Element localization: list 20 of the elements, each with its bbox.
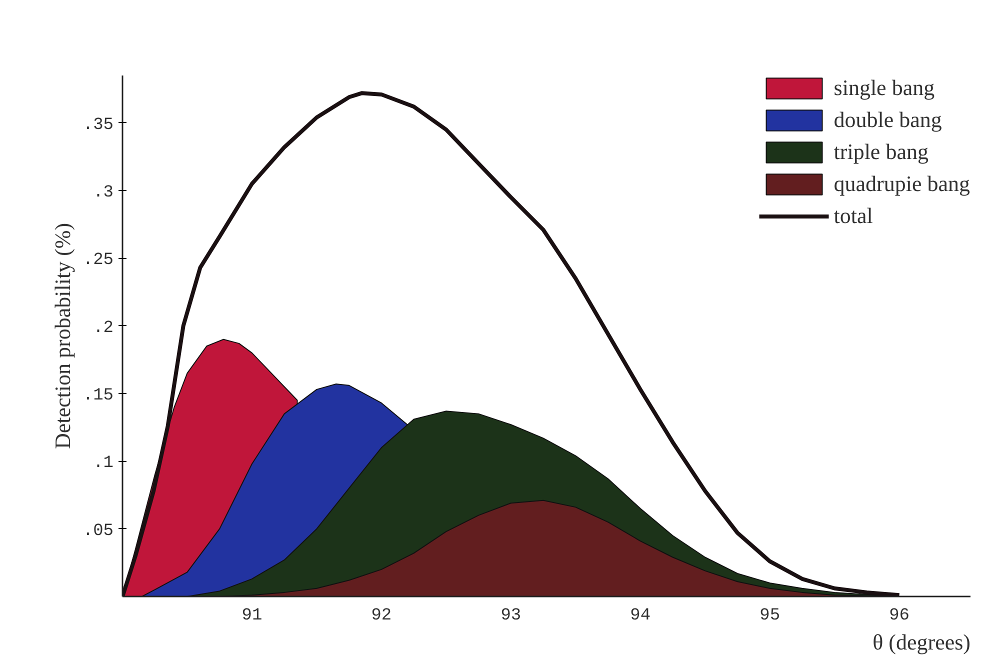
legend-label: quadrupie bang <box>834 171 970 197</box>
y-tick-label: .3 <box>93 184 114 203</box>
x-tick-label: 91 <box>242 606 262 626</box>
legend-label: total <box>834 203 873 229</box>
y-tick-label: .1 <box>93 454 114 474</box>
x-tick-label: 93 <box>500 606 522 626</box>
y-tick-label: .2 <box>93 318 114 338</box>
legend-label: triple bang <box>834 139 928 165</box>
y-axis-title: Detection probability (%) <box>50 222 75 450</box>
x-axis-title: θ (degrees) <box>872 630 971 654</box>
y-tick-label: .25 <box>82 251 114 270</box>
x-tick-label: 95 <box>760 606 780 626</box>
y-tick-label: .15 <box>82 386 114 406</box>
y-tick-label: .05 <box>82 522 114 541</box>
x-tick-label: 92 <box>371 606 392 626</box>
x-tick-label: 96 <box>889 606 910 626</box>
legend-label: double bang <box>834 107 942 133</box>
legend-label: single bang <box>834 75 935 101</box>
x-tick-label: 94 <box>630 606 651 626</box>
y-tick-label: .35 <box>82 116 114 135</box>
